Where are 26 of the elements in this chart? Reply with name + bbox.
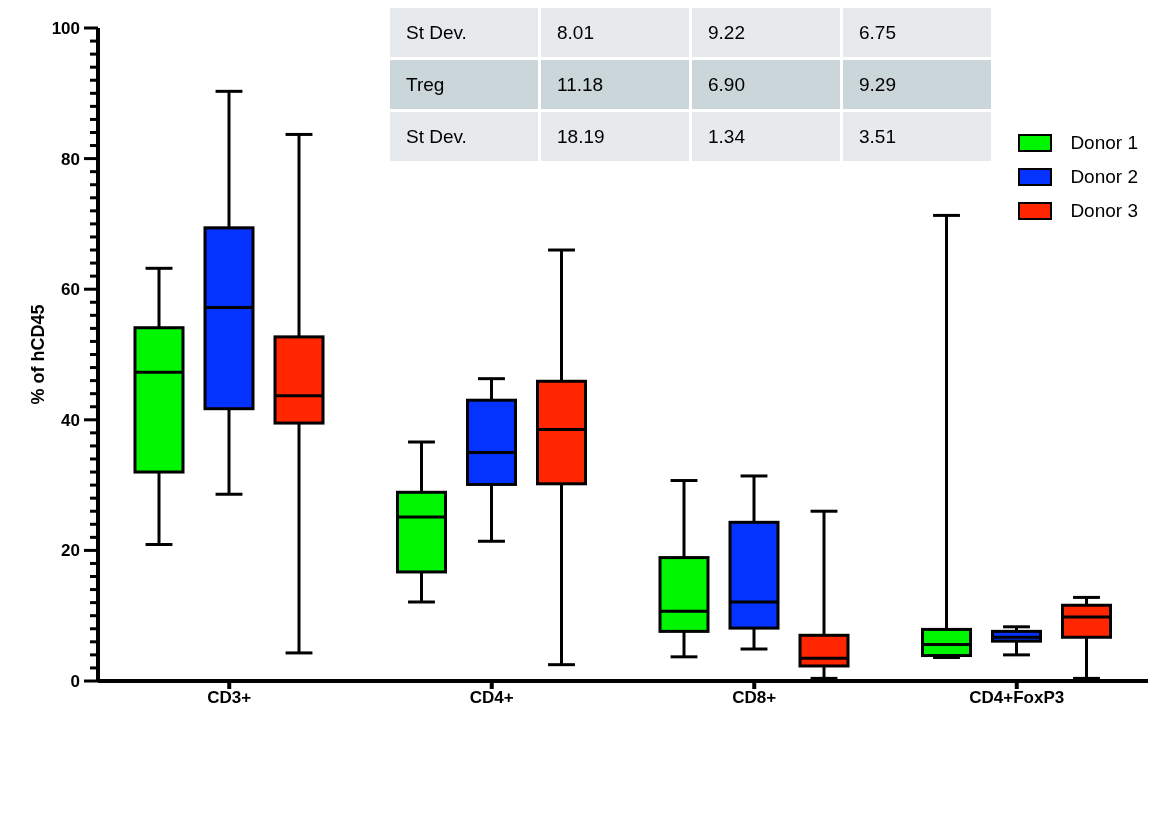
y-tick-label: 0: [70, 672, 80, 691]
annotation: Treg: [390, 60, 538, 109]
annotation: 18.19: [541, 112, 689, 161]
annotation: 6.75: [843, 8, 991, 57]
annotation: 9.29: [843, 60, 991, 109]
x-tick-label: CD8+: [732, 688, 777, 708]
annotation: 3.51: [843, 112, 991, 161]
annotation: 8.01: [541, 8, 689, 57]
legend-label: Donor 3: [1070, 200, 1138, 222]
legend-label: Donor 2: [1070, 166, 1138, 188]
annotation: St Dev.: [390, 112, 538, 161]
annotation: St Dev.: [390, 8, 538, 57]
annotation: 1.34: [692, 112, 840, 161]
annotation: 11.18: [541, 60, 689, 109]
y-tick-label: 60: [61, 280, 80, 300]
y-tick-label: 80: [61, 149, 80, 169]
annotation: 6.90: [692, 60, 840, 109]
x-tick-label: CD4+: [469, 688, 514, 708]
x-tick-label: CD3+: [207, 688, 252, 708]
y-tick-label: 100: [51, 19, 80, 38]
y-tick-label: 20: [61, 541, 80, 561]
y-tick-label: 40: [61, 410, 80, 430]
annotation: 9.22: [692, 8, 840, 57]
legend-label: Donor 1: [1070, 132, 1138, 154]
y-axis-title: % of hCD45: [28, 304, 49, 405]
x-tick-label: CD4+FoxP3: [969, 688, 1065, 708]
